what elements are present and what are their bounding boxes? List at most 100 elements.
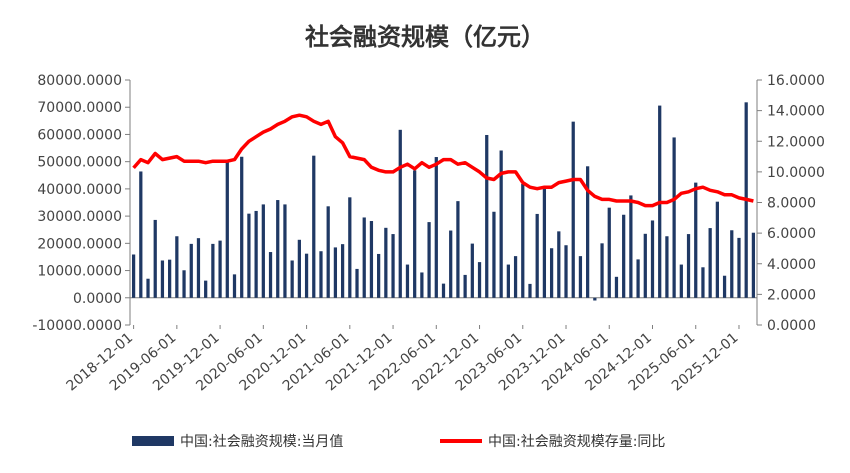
bar (276, 200, 280, 298)
bar (441, 283, 446, 298)
right-tick-label: 6.0000 (767, 226, 816, 242)
bar (665, 236, 669, 298)
left-tick-label: 70000.0000 (37, 100, 122, 116)
right-tick-label: 12.0000 (767, 134, 825, 150)
bar (319, 251, 323, 298)
bar (211, 243, 215, 298)
bar (686, 234, 691, 298)
bar (593, 297, 597, 301)
bar (492, 211, 496, 298)
bar (564, 245, 568, 298)
line-path (132, 113, 754, 208)
bar (485, 134, 489, 298)
bar (160, 260, 165, 298)
bar (506, 264, 510, 298)
bar (355, 268, 359, 298)
right-tick-label: 16.0000 (767, 73, 825, 89)
bar (722, 275, 727, 298)
bar (218, 240, 222, 298)
bar (326, 206, 330, 298)
bar (247, 213, 251, 298)
bar (240, 156, 244, 298)
bar (643, 233, 647, 298)
bar (456, 201, 460, 298)
bar-series (131, 102, 756, 301)
left-tick-label: 0.0000 (73, 291, 122, 307)
bar (413, 170, 417, 298)
bar (391, 234, 395, 298)
bar (449, 230, 453, 298)
bar (304, 253, 309, 298)
left-tick-label: 40000.0000 (37, 182, 122, 198)
left-tick-label: 20000.0000 (37, 236, 122, 252)
bar (427, 222, 431, 298)
left-tick-label: 30000.0000 (37, 209, 122, 225)
bar (182, 270, 186, 298)
bar (225, 159, 229, 298)
bar (672, 137, 676, 298)
bar (153, 219, 157, 298)
line-series (132, 113, 754, 208)
bar (204, 280, 208, 298)
bar (535, 213, 539, 298)
bar (701, 267, 705, 298)
right-tick-label: 14.0000 (767, 104, 825, 120)
bar (398, 129, 402, 298)
left-tick-label: -10000.0000 (32, 318, 122, 334)
bar (312, 155, 316, 298)
legend: 中国:社会融资规模:当月值 中国:社会融资规模存量:同比 (132, 434, 665, 450)
bar (679, 264, 683, 298)
bar (730, 230, 734, 298)
right-tick-label: 0.0000 (767, 318, 816, 334)
bar (477, 262, 482, 298)
bar (751, 232, 756, 298)
bar (586, 166, 590, 298)
bar (146, 278, 150, 298)
bar (232, 274, 237, 298)
bar (189, 243, 193, 298)
bar (420, 272, 424, 298)
bar (499, 150, 503, 298)
right-tick-label: 2.0000 (767, 287, 816, 303)
bar (737, 237, 741, 298)
bar (650, 220, 655, 298)
bar (549, 248, 554, 298)
bar (557, 231, 561, 298)
bar (297, 239, 301, 298)
bar (715, 201, 719, 298)
bar (528, 283, 532, 298)
bar (513, 256, 518, 298)
bar (369, 221, 374, 298)
bar (694, 182, 698, 298)
bar (622, 214, 626, 298)
bar (268, 252, 273, 298)
left-tick-label: 10000.0000 (37, 264, 122, 280)
bar (384, 227, 388, 298)
bar (362, 217, 366, 298)
bar (333, 247, 338, 298)
bar (470, 243, 474, 298)
bar (607, 207, 611, 298)
bar (196, 238, 201, 298)
bar (463, 274, 467, 298)
bar (377, 253, 381, 298)
bar (340, 244, 345, 298)
bar (290, 260, 294, 298)
bar (348, 197, 352, 298)
left-tick-label: 60000.0000 (37, 127, 122, 143)
left-tick-label: 50000.0000 (37, 155, 122, 171)
bar (521, 183, 525, 298)
right-tick-label: 4.0000 (767, 257, 816, 273)
bar (571, 121, 575, 298)
bar (131, 254, 136, 298)
bar (254, 210, 258, 298)
bar (139, 171, 143, 298)
bar (600, 243, 604, 298)
legend-bar-label: 中国:社会融资规模:当月值 (180, 434, 343, 450)
bar (261, 204, 265, 298)
bar (175, 236, 179, 298)
bar (629, 195, 633, 298)
bar (614, 276, 619, 298)
bar (542, 187, 547, 298)
